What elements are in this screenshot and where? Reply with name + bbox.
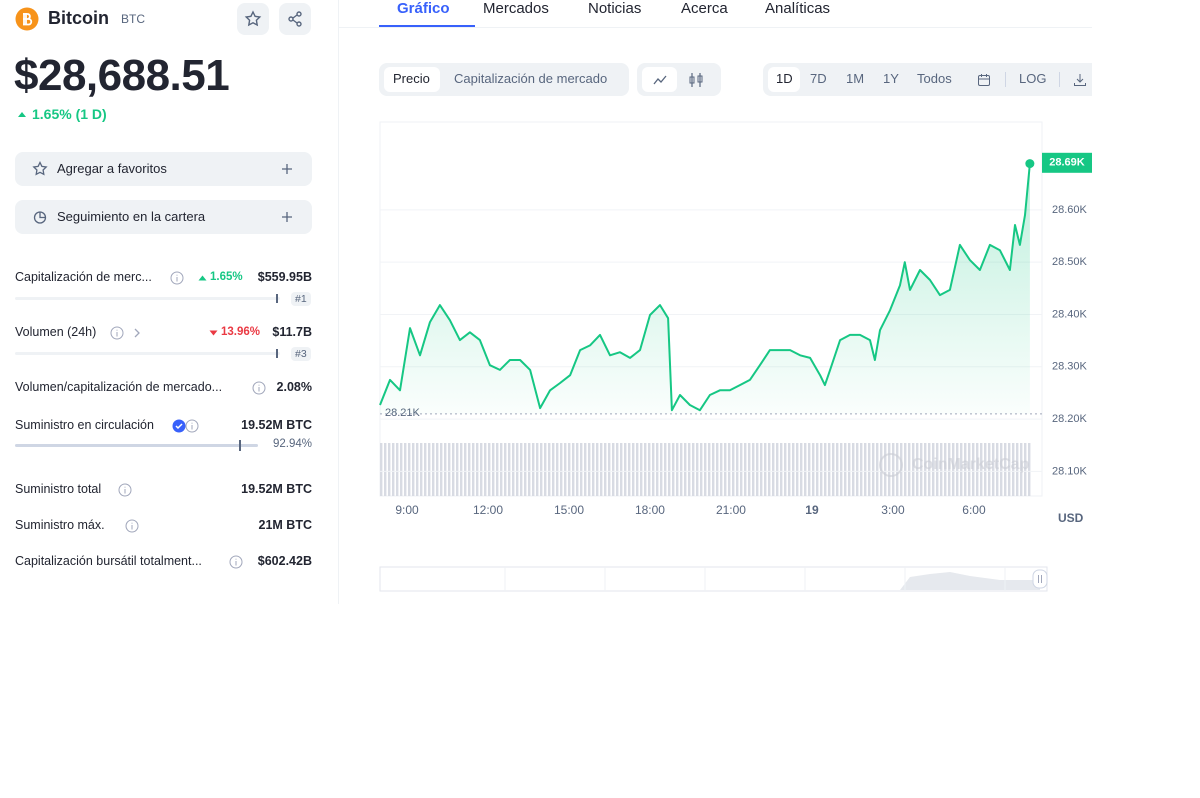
calendar-button[interactable]	[977, 73, 991, 87]
range-option[interactable]: 7D	[810, 71, 827, 86]
more-arrow	[134, 328, 140, 338]
chart-style-toggle	[637, 63, 721, 96]
range-toggle: 1D 7D 1M 1Y Todos LOG	[763, 63, 1092, 96]
tab-border	[339, 27, 1092, 28]
candle-style[interactable]	[687, 71, 705, 89]
stat-value: $602.42B	[257, 554, 312, 568]
info-icon	[110, 326, 124, 340]
rank-badge: #1	[291, 292, 311, 306]
watermark-logo	[879, 453, 903, 477]
stat-label: Capitalización bursátil totalment...	[15, 554, 202, 568]
button-label: Agregar a favoritos	[57, 161, 167, 176]
supply-marker	[239, 440, 241, 451]
y-tick-label: 28.30K	[1052, 361, 1088, 373]
watermark: CoinMarketCap	[912, 456, 1030, 473]
x-tick-label: 9:00	[395, 503, 419, 517]
log-button[interactable]: LOG	[1019, 71, 1047, 86]
stat-value: $11.7B	[272, 325, 312, 339]
stat-bar	[15, 352, 280, 355]
info-icon	[170, 271, 184, 285]
main-panel: Gráfico Mercados Noticias Acerca Analíticas …	[339, 0, 1092, 604]
unit-label: USD	[1058, 511, 1084, 525]
x-tick-label: 19	[805, 503, 819, 517]
y-tick-label: 28.60K	[1052, 204, 1088, 216]
coin-sidebar: Bitcoin BTC $28,688.51 1.65% (1 D) Agreg…	[0, 0, 339, 604]
x-tick-label: 3:00	[881, 503, 905, 517]
tab[interactable]: Gráfico	[397, 0, 450, 17]
stat-label: Volumen (24h)	[15, 325, 97, 339]
x-tick-label: 6:00	[962, 503, 986, 517]
share-button[interactable]	[279, 3, 311, 35]
price-change: 1.65% (1 D)	[32, 106, 107, 122]
range-option[interactable]: 1Y	[883, 71, 899, 86]
info-icon	[118, 483, 132, 497]
stat-label: Suministro total	[15, 482, 102, 496]
stat-label: Volumen/capitalización de mercado...	[15, 380, 223, 394]
price: $28,688.51	[14, 51, 230, 100]
y-tick-label: 28.20K	[1052, 413, 1088, 425]
stat-label: Suministro en circulación	[15, 418, 154, 432]
stat-value: 21M BTC	[258, 518, 312, 532]
download-button[interactable]	[1073, 73, 1087, 87]
x-tick-label: 21:00	[716, 503, 746, 517]
stat-bar-marker	[276, 349, 278, 358]
range-option[interactable]: 1D	[776, 71, 793, 86]
last-point	[1025, 159, 1035, 169]
rank-badge: #3	[291, 347, 311, 361]
favorite-button[interactable]: Agregar a favoritos	[15, 152, 312, 186]
stat-value: $559.95B	[257, 270, 312, 284]
tab[interactable]: Analíticas	[765, 0, 831, 17]
y-tick-label: 28.10K	[1052, 465, 1088, 477]
tab[interactable]: Acerca	[681, 0, 728, 17]
coin-name: Bitcoin	[48, 8, 109, 28]
button-label: Seguimiento en la cartera	[57, 209, 206, 224]
x-tick-label: 18:00	[635, 503, 665, 517]
price-line	[379, 163, 1031, 412]
tab-underline	[379, 25, 475, 27]
price-chart: 28.10K 28.20K 28.30K 28.40K 28.50K 28.60K 9:00…	[379, 121, 1092, 592]
volume-bars	[380, 443, 1031, 496]
mode-toggle: Precio Capitalización de mercado	[379, 63, 629, 96]
y-tick-label: 28.50K	[1052, 256, 1088, 268]
stat-label: Capitalización de merc...	[15, 270, 152, 284]
navigator	[379, 566, 1048, 592]
supply-bar	[15, 444, 258, 447]
tab[interactable]: Noticias	[588, 0, 642, 17]
up-arrow	[18, 112, 26, 117]
mode-option[interactable]: Capitalización de mercado	[454, 71, 608, 86]
stat-bar-marker	[276, 294, 278, 303]
price-area	[380, 163, 1030, 414]
info-icon	[185, 419, 199, 433]
current-price-label: 28.69K	[1049, 157, 1085, 169]
up-arrow	[198, 275, 207, 281]
coin-icon	[15, 7, 39, 31]
info-icon	[229, 555, 243, 569]
mode-option[interactable]: Precio	[393, 71, 430, 86]
x-tick-label: 12:00	[473, 503, 503, 517]
stat-change: 13.96%	[221, 326, 261, 338]
info-icon	[252, 381, 266, 395]
watchlist-button[interactable]	[237, 3, 269, 35]
stat-value: 2.08%	[276, 380, 312, 394]
range-option[interactable]: Todos	[917, 71, 952, 86]
y-tick-label: 28.40K	[1052, 308, 1088, 320]
stat-value: 19.52M BTC	[241, 482, 312, 496]
stat-change: 1.65%	[210, 271, 243, 283]
info-icon	[125, 519, 139, 533]
stat-bar	[15, 297, 280, 300]
tab[interactable]: Mercados	[483, 0, 549, 17]
verified-badge	[172, 419, 186, 433]
coin-symbol: BTC	[121, 12, 145, 26]
range-option[interactable]: 1M	[846, 71, 865, 86]
stat-value: 19.52M BTC	[241, 418, 312, 432]
portfolio-button[interactable]: Seguimiento en la cartera	[15, 200, 312, 234]
current-price-tag	[1042, 152, 1092, 173]
supply-percent: 92.94%	[272, 438, 312, 450]
down-arrow	[209, 330, 218, 336]
x-tick-label: 15:00	[554, 503, 584, 517]
line-style[interactable]	[642, 67, 677, 92]
stat-label: Suministro máx.	[15, 518, 105, 532]
